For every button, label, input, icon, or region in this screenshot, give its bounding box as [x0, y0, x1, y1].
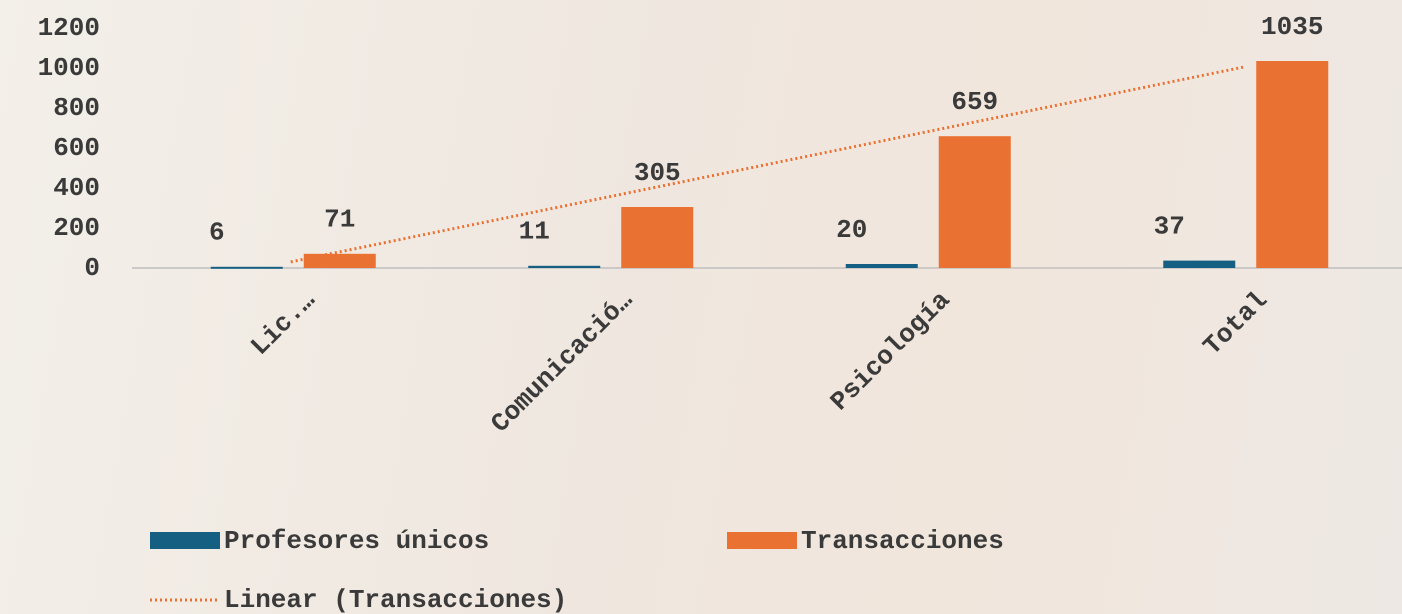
- value-label: 71: [324, 205, 355, 235]
- x-tick-label: Psicología: [825, 285, 957, 417]
- y-tick-label: 1200: [38, 13, 100, 43]
- legend-swatch: [150, 532, 220, 549]
- bar: [528, 266, 600, 268]
- trendline: [291, 67, 1244, 262]
- bar: [846, 264, 918, 268]
- bar: [621, 207, 693, 268]
- x-tick-label: Lic.…: [245, 285, 321, 361]
- value-label: 20: [836, 215, 867, 245]
- bar: [939, 136, 1011, 268]
- value-label: 6: [209, 218, 225, 248]
- value-label: 1035: [1261, 12, 1323, 42]
- y-tick-label: 800: [53, 93, 100, 123]
- legend-swatch: [727, 532, 797, 549]
- chart: 0 200 400 600 800 1000 1200 Lic.… 6 71 Comunicació…: [0, 0, 1402, 614]
- y-tick-label: 400: [53, 173, 100, 203]
- value-label: 37: [1154, 211, 1185, 241]
- bar: [211, 267, 283, 269]
- x-tick-label: Comunicació…: [485, 285, 639, 439]
- value-label: 11: [519, 217, 550, 247]
- x-tick-label: Total: [1197, 285, 1273, 361]
- value-label: 659: [951, 87, 998, 117]
- y-tick-label: 1000: [38, 53, 100, 83]
- legend-label: Profesores únicos: [224, 526, 489, 556]
- legend-label: Transacciones: [801, 526, 1004, 556]
- y-tick-label: 200: [53, 213, 100, 243]
- bar: [1163, 261, 1235, 268]
- y-tick-label: 600: [53, 133, 100, 163]
- bar: [304, 254, 376, 268]
- bar: [1256, 61, 1328, 268]
- legend-label: Linear (Transacciones): [224, 585, 567, 614]
- y-tick-label: 0: [84, 253, 100, 283]
